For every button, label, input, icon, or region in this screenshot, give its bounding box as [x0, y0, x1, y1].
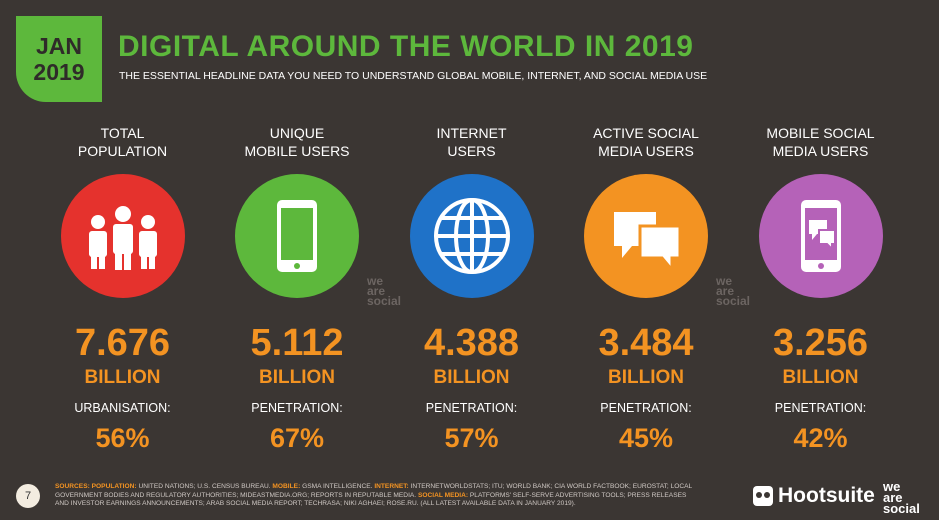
- watermark-word: social: [716, 294, 751, 308]
- sub-value: 45%: [618, 423, 674, 453]
- stat-label: TOTAL POPULATION: [35, 124, 210, 164]
- sub-label: PENETRATION:: [600, 401, 692, 415]
- stat-label-line: TOTAL: [100, 125, 145, 141]
- stat-label: INTERNET USERS: [384, 124, 559, 164]
- stat-unit: BILLION: [433, 367, 510, 388]
- stat-label-line: ACTIVE SOCIAL: [593, 125, 699, 141]
- stat-value: 3.484: [598, 322, 694, 364]
- icon-circle: [758, 174, 883, 298]
- source-label: SOURCES:: [55, 483, 90, 490]
- icon-circle: [60, 174, 185, 298]
- stat-value: 4.388: [423, 322, 520, 364]
- badge-month: JAN: [35, 33, 82, 59]
- source-label: INTERNET:: [374, 483, 409, 490]
- stat-unit: BILLION: [259, 367, 335, 388]
- sub-value: 56%: [95, 423, 150, 453]
- icon: [433, 198, 510, 274]
- source-text: PLATFORMS' SELF-SERVE ADVERTISING TOOLS;…: [55, 491, 687, 508]
- stat-label-line: MOBILE USERS: [244, 143, 350, 159]
- stat-label-line: MEDIA USERS: [772, 143, 869, 159]
- watermark-word: we: [716, 274, 733, 288]
- stat-value: 3.256: [772, 322, 869, 364]
- partner-word: are: [883, 490, 903, 505]
- sub-value: 42%: [793, 423, 848, 453]
- brand: Hootsuite: [778, 484, 875, 507]
- date-badge: JAN 2019: [16, 16, 102, 102]
- stat-column: TOTAL POPULATION 7.676 BILLION URBANISATION:…: [35, 124, 210, 454]
- sub-label: PENETRATION:: [251, 401, 343, 415]
- source-label: SOCIAL MEDIA:: [417, 491, 469, 499]
- icon: [800, 200, 841, 272]
- icon-circle: [584, 174, 708, 298]
- source-text: UNITED NATIONS; U.S. CENSUS BUREAU.: [138, 483, 271, 490]
- page-number: 7: [16, 484, 40, 508]
- stat-label: ACTIVE SOCIAL MEDIA USERS: [559, 124, 734, 164]
- source-label: POPULATION:: [91, 483, 137, 490]
- subtitle: THE ESSENTIAL HEADLINE DATA YOU NEED TO …: [119, 70, 708, 82]
- stat-label-line: INTERNET: [436, 125, 507, 141]
- stat-label: MOBILE SOCIAL MEDIA USERS: [733, 124, 908, 164]
- partner-word: social: [883, 501, 920, 516]
- icon-circle: [409, 174, 534, 298]
- stat-label-line: USERS: [447, 143, 496, 159]
- sub-label: PENETRATION:: [774, 401, 867, 415]
- sub-value: 57%: [444, 423, 499, 453]
- stat-label-line: POPULATION: [77, 143, 168, 159]
- icon: [614, 212, 682, 275]
- title: DIGITAL AROUND THE WORLD IN 2019: [118, 30, 694, 63]
- stat-unit: BILLION: [84, 367, 161, 388]
- stat-label-line: UNIQUE: [269, 125, 325, 141]
- stat-column: INTERNET USERS 4.388 BILLION PENETRATION: 57%: [384, 124, 559, 454]
- source-text: INTERNETWORLDSTATS; ITU; WORLD BANK; CIA…: [55, 483, 692, 499]
- stat-unit: BILLION: [608, 367, 684, 388]
- watermark: we are social: [716, 274, 751, 308]
- stat-value: 7.676: [74, 322, 171, 364]
- watermark: we are social: [367, 274, 402, 308]
- sub-label: URBANISATION:: [74, 401, 171, 415]
- stat-value: 5.112: [250, 322, 344, 364]
- sub-value: 67%: [269, 423, 325, 453]
- partner-word: we: [883, 479, 901, 494]
- stat-label-line: MEDIA USERS: [598, 143, 694, 159]
- owl-logo: [753, 486, 773, 506]
- stat-unit: BILLION: [782, 367, 859, 388]
- watermark-word: we: [367, 274, 384, 288]
- icon: [88, 206, 157, 270]
- stat-column: UNIQUE MOBILE USERS 5.112 BILLION PENETRATIO…: [210, 124, 385, 454]
- source-text: GSMA INTELLIGENCE.: [302, 483, 373, 490]
- stat-label-line: MOBILE SOCIAL: [766, 125, 875, 141]
- source-label: MOBILE:: [272, 483, 301, 490]
- stat-label: UNIQUE MOBILE USERS: [210, 124, 385, 164]
- watermark-word: are: [716, 284, 735, 298]
- icon-circle: [235, 174, 359, 298]
- watermark-word: social: [367, 294, 402, 308]
- icon: [277, 200, 317, 272]
- stat-column: ACTIVE SOCIAL MEDIA USERS 3.484 BILLION PENE…: [559, 124, 734, 454]
- sub-label: PENETRATION:: [425, 401, 518, 415]
- sources: SOURCES: POPULATION: UNITED NATIONS; U.S…: [55, 483, 695, 509]
- partner-logo: we are social: [883, 479, 920, 516]
- stat-column: MOBILE SOCIAL MEDIA USERS 3.256 BILLION PENE…: [733, 124, 908, 454]
- badge-year: 2019: [33, 59, 85, 85]
- watermark-word: are: [367, 284, 386, 298]
